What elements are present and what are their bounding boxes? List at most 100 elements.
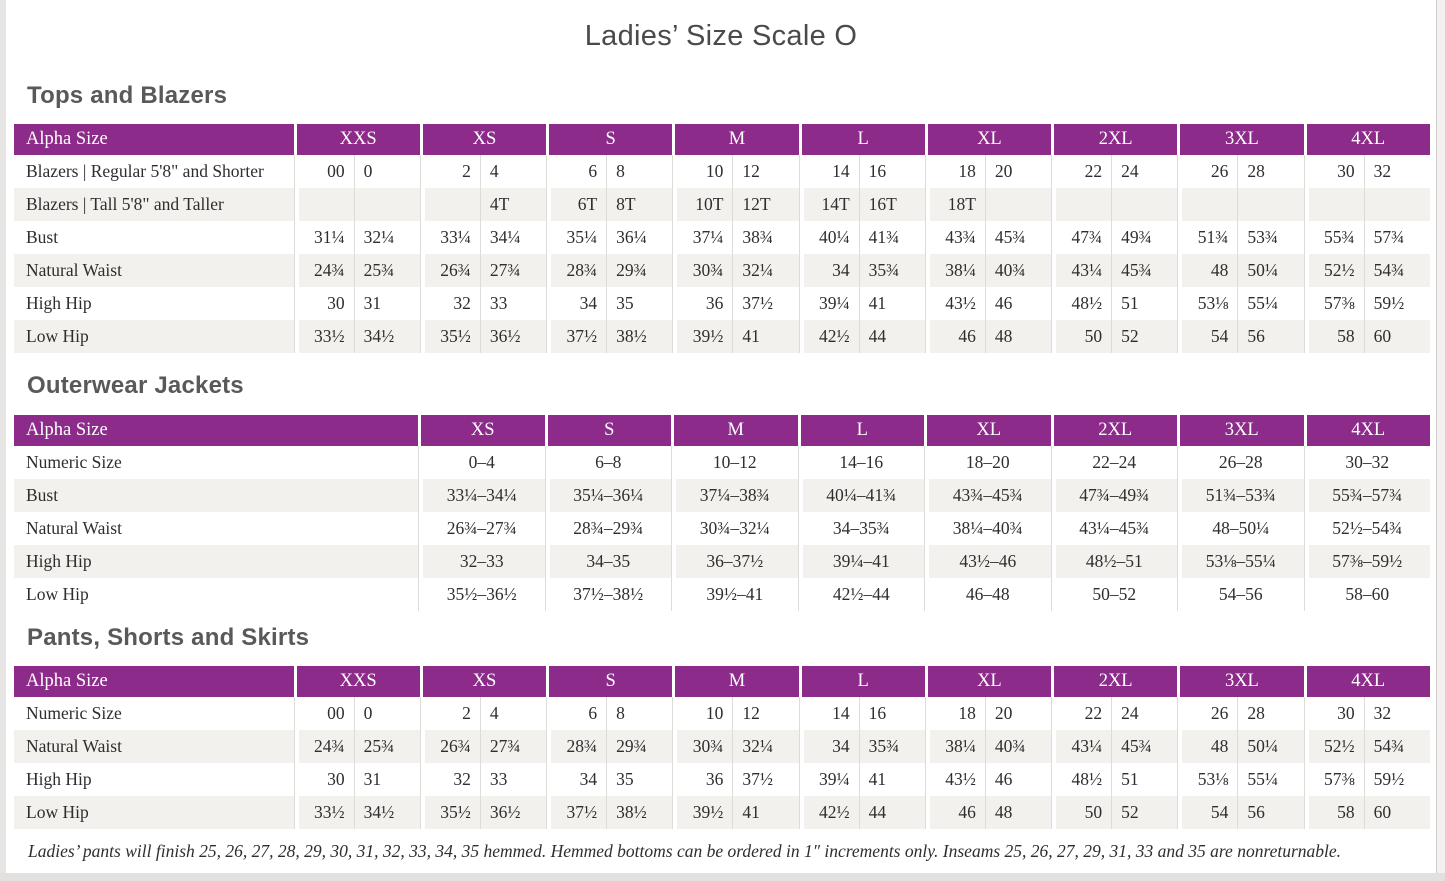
size-value-cell bbox=[419, 188, 480, 221]
size-value-cell: 14T bbox=[798, 188, 859, 221]
size-value-cell: 46 bbox=[924, 320, 985, 353]
table-row: Blazers | Tall 5'8" and Taller 4T 6T 8T 10T 1… bbox=[14, 188, 1430, 221]
size-value-cell: 00 bbox=[293, 697, 354, 730]
row-label: Natural Waist bbox=[14, 254, 294, 287]
size-range-cell: 48–50¼ bbox=[1177, 512, 1304, 545]
section-heading-tops-and-blazers: Tops and Blazers bbox=[27, 82, 228, 109]
size-range-cell: 26–28 bbox=[1177, 446, 1304, 479]
size-range-cell: 42½–44 bbox=[797, 578, 924, 611]
size-value-cell: 36 bbox=[672, 287, 733, 320]
size-value-cell: 30¾ bbox=[672, 254, 733, 287]
size-range-cell: 55¾–57¾ bbox=[1303, 479, 1430, 512]
size-value-cell: 48 bbox=[1177, 730, 1238, 763]
size-value-cell: 37½ bbox=[732, 287, 799, 320]
size-range-cell: 51¾–53¾ bbox=[1177, 479, 1304, 512]
size-value-cell: 35 bbox=[606, 287, 673, 320]
size-value-cell: 41 bbox=[732, 320, 799, 353]
size-value-cell bbox=[1303, 188, 1364, 221]
size-value-cell: 42½ bbox=[798, 320, 859, 353]
size-value-cell: 2 bbox=[419, 155, 480, 188]
table-row: Low Hip 33½ 34½ 35½ 36½ 37½ 38½ 39½ 41 42½ 44 46 48 5… bbox=[14, 320, 1430, 353]
size-value-cell: 26 bbox=[1177, 155, 1238, 188]
row-label: High Hip bbox=[14, 763, 294, 796]
size-chart-page: Ladies’ Size Scale O Tops and Blazers Al… bbox=[6, 0, 1436, 873]
size-value-cell: 20 bbox=[984, 697, 1052, 730]
size-value-cell: 35½ bbox=[419, 796, 480, 829]
size-value-cell: 60 bbox=[1363, 320, 1430, 353]
size-value-cell: 6 bbox=[546, 697, 607, 730]
table-row: Numeric Size 0–4 6–8 10–12 14–16 18–20 22–24 26… bbox=[14, 446, 1430, 479]
size-value-cell: 31 bbox=[353, 287, 420, 320]
alpha-size-header-3xl: 3XL bbox=[1177, 666, 1304, 697]
size-value-cell: 41¾ bbox=[858, 221, 925, 254]
row-label: Natural Waist bbox=[14, 512, 418, 545]
size-value-cell: 59½ bbox=[1363, 287, 1430, 320]
table-row: High Hip 32–33 34–35 36–37½ 39¼–41 43½–46 48½–… bbox=[14, 545, 1430, 578]
size-value-cell: 4 bbox=[479, 155, 547, 188]
alpha-size-header-m: M bbox=[671, 415, 798, 446]
size-value-cell: 26 bbox=[1177, 697, 1238, 730]
size-value-cell: 33¼ bbox=[419, 221, 480, 254]
size-value-cell: 60 bbox=[1363, 796, 1430, 829]
size-value-cell: 39¼ bbox=[798, 763, 859, 796]
size-value-cell: 12 bbox=[732, 697, 799, 730]
size-value-cell: 54¾ bbox=[1363, 254, 1430, 287]
size-value-cell: 39¼ bbox=[798, 287, 859, 320]
size-value-cell: 51¾ bbox=[1177, 221, 1238, 254]
table-row: Numeric Size 00 0 2 4 6 8 10 12 14 16 18 20 22 24 26 28 3… bbox=[14, 697, 1430, 730]
section-heading-outerwear-jackets: Outerwear Jackets bbox=[27, 372, 244, 399]
size-value-cell bbox=[293, 188, 354, 221]
alpha-size-header-4xl: 4XL bbox=[1303, 415, 1430, 446]
size-value-cell: 46 bbox=[984, 763, 1052, 796]
size-value-cell: 45¾ bbox=[1111, 254, 1178, 287]
size-value-cell: 46 bbox=[924, 796, 985, 829]
size-value-cell: 57⅜ bbox=[1303, 287, 1364, 320]
size-value-cell: 48½ bbox=[1051, 763, 1112, 796]
size-value-cell: 8T bbox=[606, 188, 673, 221]
size-value-cell: 22 bbox=[1051, 697, 1112, 730]
size-value-cell: 33 bbox=[479, 763, 547, 796]
size-value-cell: 0 bbox=[353, 697, 420, 730]
size-value-cell: 34 bbox=[798, 730, 859, 763]
size-value-cell: 53⅛ bbox=[1177, 763, 1238, 796]
size-value-cell: 50 bbox=[1051, 796, 1112, 829]
size-range-cell: 54–56 bbox=[1177, 578, 1304, 611]
size-value-cell: 14 bbox=[798, 155, 859, 188]
row-label: Bust bbox=[14, 221, 294, 254]
alpha-size-label-header: Alpha Size bbox=[14, 666, 294, 697]
table-row: Low Hip 35½–36½ 37½–38½ 39½–41 42½–44 46–48 50… bbox=[14, 578, 1430, 611]
size-range-cell: 0–4 bbox=[418, 446, 545, 479]
alpha-size-header-4xl: 4XL bbox=[1303, 666, 1430, 697]
size-value-cell: 40¾ bbox=[984, 730, 1052, 763]
size-range-cell: 34–35¾ bbox=[797, 512, 924, 545]
size-value-cell bbox=[1051, 188, 1112, 221]
size-range-cell: 35¼–36¼ bbox=[544, 479, 671, 512]
size-value-cell: 22 bbox=[1051, 155, 1112, 188]
alpha-size-header-l: L bbox=[797, 415, 924, 446]
alpha-size-header-3xl: 3XL bbox=[1177, 415, 1304, 446]
size-value-cell: 30 bbox=[1303, 697, 1364, 730]
size-value-cell: 26¾ bbox=[419, 254, 480, 287]
outerwear-jackets-table: Alpha Size XS S M L XL 2XL 3XL 4XL Numeric Size 0–… bbox=[6, 415, 1436, 611]
size-value-cell: 6T bbox=[546, 188, 607, 221]
row-label: Low Hip bbox=[14, 320, 294, 353]
size-value-cell: 41 bbox=[732, 796, 799, 829]
size-range-cell: 32–33 bbox=[418, 545, 545, 578]
size-value-cell: 53⅛ bbox=[1177, 287, 1238, 320]
size-value-cell: 28 bbox=[1237, 155, 1304, 188]
size-value-cell: 38¼ bbox=[924, 730, 985, 763]
table-row: Natural Waist 26¾–27¾ 28¾–29¾ 30¾–32¼ 34–35¾… bbox=[14, 512, 1430, 545]
table-row: High Hip 30 31 32 33 34 35 36 37½ 39¼ 41 43½ 46 48½ 51… bbox=[14, 287, 1430, 320]
size-value-cell: 58 bbox=[1303, 796, 1364, 829]
size-value-cell: 31 bbox=[353, 763, 420, 796]
size-value-cell: 4T bbox=[479, 188, 547, 221]
size-value-cell: 39½ bbox=[672, 796, 733, 829]
size-value-cell: 45¾ bbox=[984, 221, 1052, 254]
size-value-cell: 24 bbox=[1111, 697, 1178, 730]
size-value-cell: 10 bbox=[672, 697, 733, 730]
size-value-cell: 49¾ bbox=[1111, 221, 1178, 254]
size-value-cell: 37½ bbox=[546, 796, 607, 829]
size-range-cell: 33¼–34¼ bbox=[418, 479, 545, 512]
alpha-size-header-xs: XS bbox=[419, 666, 547, 697]
size-value-cell: 24 bbox=[1111, 155, 1178, 188]
